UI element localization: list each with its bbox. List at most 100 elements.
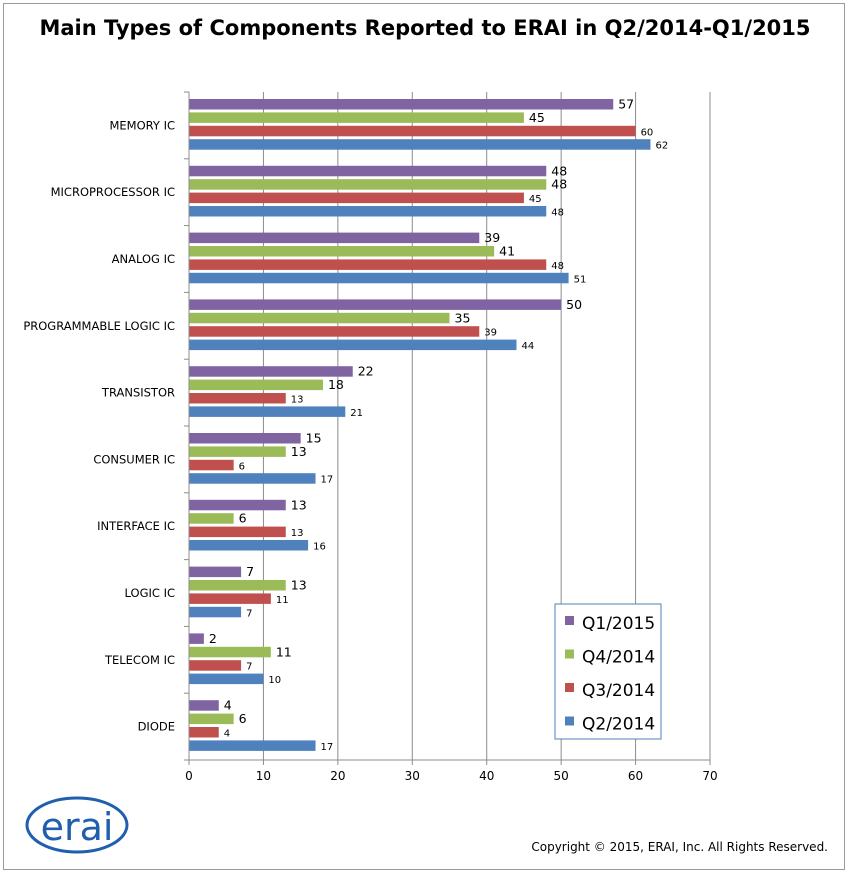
bar-Q4-2014-0 — [189, 112, 524, 123]
bar-Q2-2014-1 — [189, 206, 547, 217]
bar-Q3-2014-0 — [189, 125, 636, 137]
data-label: 11 — [276, 595, 289, 606]
erai-logo: erai — [25, 796, 129, 854]
category-label: CONSUMER IC — [93, 452, 175, 466]
x-tick-label-50: 50 — [554, 769, 569, 783]
copyright-text: Copyright © 2015, ERAI, Inc. All Rights … — [531, 840, 828, 854]
category-label: INTERFACE IC — [97, 519, 175, 533]
data-label: 2 — [209, 631, 217, 646]
bar-Q1-2015-5 — [189, 433, 301, 444]
x-tick-label-30: 30 — [405, 769, 420, 783]
bar-Q4-2014-1 — [189, 179, 547, 190]
data-label: 35 — [455, 310, 471, 325]
bar-Q1-2015-0 — [189, 99, 614, 110]
axes: 0 10 20 30 40 50 60 70 MEMORY IC MICROPROCESSOR I… — [23, 91, 718, 783]
data-label: 62 — [655, 141, 668, 152]
bar-Q3-2014-5 — [189, 459, 234, 471]
data-label: 17 — [321, 475, 334, 486]
data-label: 60 — [641, 127, 654, 138]
bar-Q4-2014-9 — [189, 713, 234, 725]
bar-Q2-2014-4 — [189, 406, 346, 417]
bar-Q4-2014-7 — [189, 580, 286, 591]
bar-Q4-2014-4 — [189, 379, 323, 391]
bar-Q1-2015-9 — [189, 700, 219, 711]
legend-swatch-Q1-2015 — [565, 616, 574, 625]
data-label: 39 — [484, 230, 500, 245]
bar-Q2-2014-7 — [189, 606, 242, 618]
data-labels: 5748395022151372445484135181361311660454… — [209, 97, 668, 753]
x-tick-label-20: 20 — [330, 769, 345, 783]
category-label: LOGIC IC — [125, 586, 175, 600]
bar-Q1-2015-1 — [189, 165, 547, 177]
logo-text: erai — [41, 805, 114, 849]
bar-Q4-2014-3 — [189, 312, 450, 324]
bar-Q1-2015-2 — [189, 232, 480, 244]
category-label: PROGRAMMABLE LOGIC IC — [23, 319, 175, 333]
bar-Q3-2014-2 — [189, 259, 547, 270]
category-label: MICROPROCESSOR IC — [51, 185, 175, 199]
data-label: 44 — [521, 341, 534, 352]
data-label: 4 — [224, 729, 230, 740]
data-label: 6 — [239, 511, 247, 526]
category-label: TELECOM IC — [104, 653, 175, 667]
data-label: 41 — [499, 244, 515, 259]
legend-swatch-Q3-2014 — [565, 683, 574, 692]
data-label: 6 — [239, 461, 245, 472]
data-label: 7 — [246, 662, 252, 673]
data-label: 11 — [276, 644, 292, 659]
data-label: 13 — [291, 578, 307, 593]
data-label: 13 — [291, 395, 304, 406]
data-label: 16 — [313, 542, 326, 553]
data-label: 45 — [529, 110, 545, 125]
data-label: 18 — [328, 377, 344, 392]
bar-Q1-2015-8 — [189, 633, 204, 644]
legend: Q1/2015 Q4/2014 Q3/2014 Q2/2014 — [554, 603, 662, 740]
bar-Q2-2014-8 — [189, 673, 264, 685]
data-label: 50 — [566, 297, 582, 312]
bar-Q3-2014-3 — [189, 326, 480, 337]
data-label: 51 — [574, 274, 587, 285]
x-tick-label-70: 70 — [702, 769, 717, 783]
legend-swatch-Q4-2014 — [565, 649, 574, 659]
data-label: 48 — [551, 163, 567, 178]
bar-Q2-2014-9 — [189, 740, 316, 751]
bar-Q4-2014-6 — [189, 513, 234, 524]
chart-title: Main Types of Components Reported to ERA… — [39, 16, 811, 40]
bar-Q1-2015-6 — [189, 499, 286, 511]
bar-Q3-2014-4 — [189, 393, 286, 404]
bar-Q4-2014-8 — [189, 646, 271, 658]
data-label: 13 — [291, 444, 307, 459]
data-label: 13 — [291, 528, 304, 539]
bar-Q3-2014-6 — [189, 526, 286, 538]
bar-Q2-2014-0 — [189, 139, 651, 150]
data-label: 45 — [529, 194, 542, 205]
category-label: DIODE — [138, 720, 175, 734]
category-label: TRANSISTOR — [101, 386, 175, 400]
x-tick-label-10: 10 — [256, 769, 271, 783]
data-label: 22 — [358, 364, 374, 379]
bar-Q1-2015-4 — [189, 366, 353, 377]
x-tick-label-60: 60 — [628, 769, 643, 783]
bar-Q3-2014-1 — [189, 192, 524, 204]
data-label: 7 — [246, 564, 254, 579]
bar-Q1-2015-3 — [189, 299, 562, 310]
data-label: 10 — [268, 675, 281, 686]
bar-Q4-2014-5 — [189, 446, 286, 457]
bar-Q2-2014-5 — [189, 473, 316, 484]
data-label: 21 — [350, 408, 363, 419]
category-label: MEMORY IC — [109, 118, 175, 132]
data-label: 48 — [551, 208, 564, 219]
legend-swatch-Q2-2014 — [565, 716, 574, 726]
data-label: 13 — [291, 497, 307, 512]
legend-label: Q4/2014 — [582, 648, 655, 668]
legend-label: Q1/2015 — [582, 614, 655, 634]
data-label: 48 — [551, 177, 567, 192]
data-label: 15 — [306, 431, 322, 446]
category-label: ANALOG IC — [112, 252, 175, 266]
data-label: 57 — [618, 97, 634, 112]
legend-label: Q2/2014 — [582, 715, 655, 735]
bar-Q1-2015-7 — [189, 566, 242, 578]
x-tick-label-0: 0 — [185, 769, 193, 783]
bar-Q2-2014-2 — [189, 272, 569, 284]
